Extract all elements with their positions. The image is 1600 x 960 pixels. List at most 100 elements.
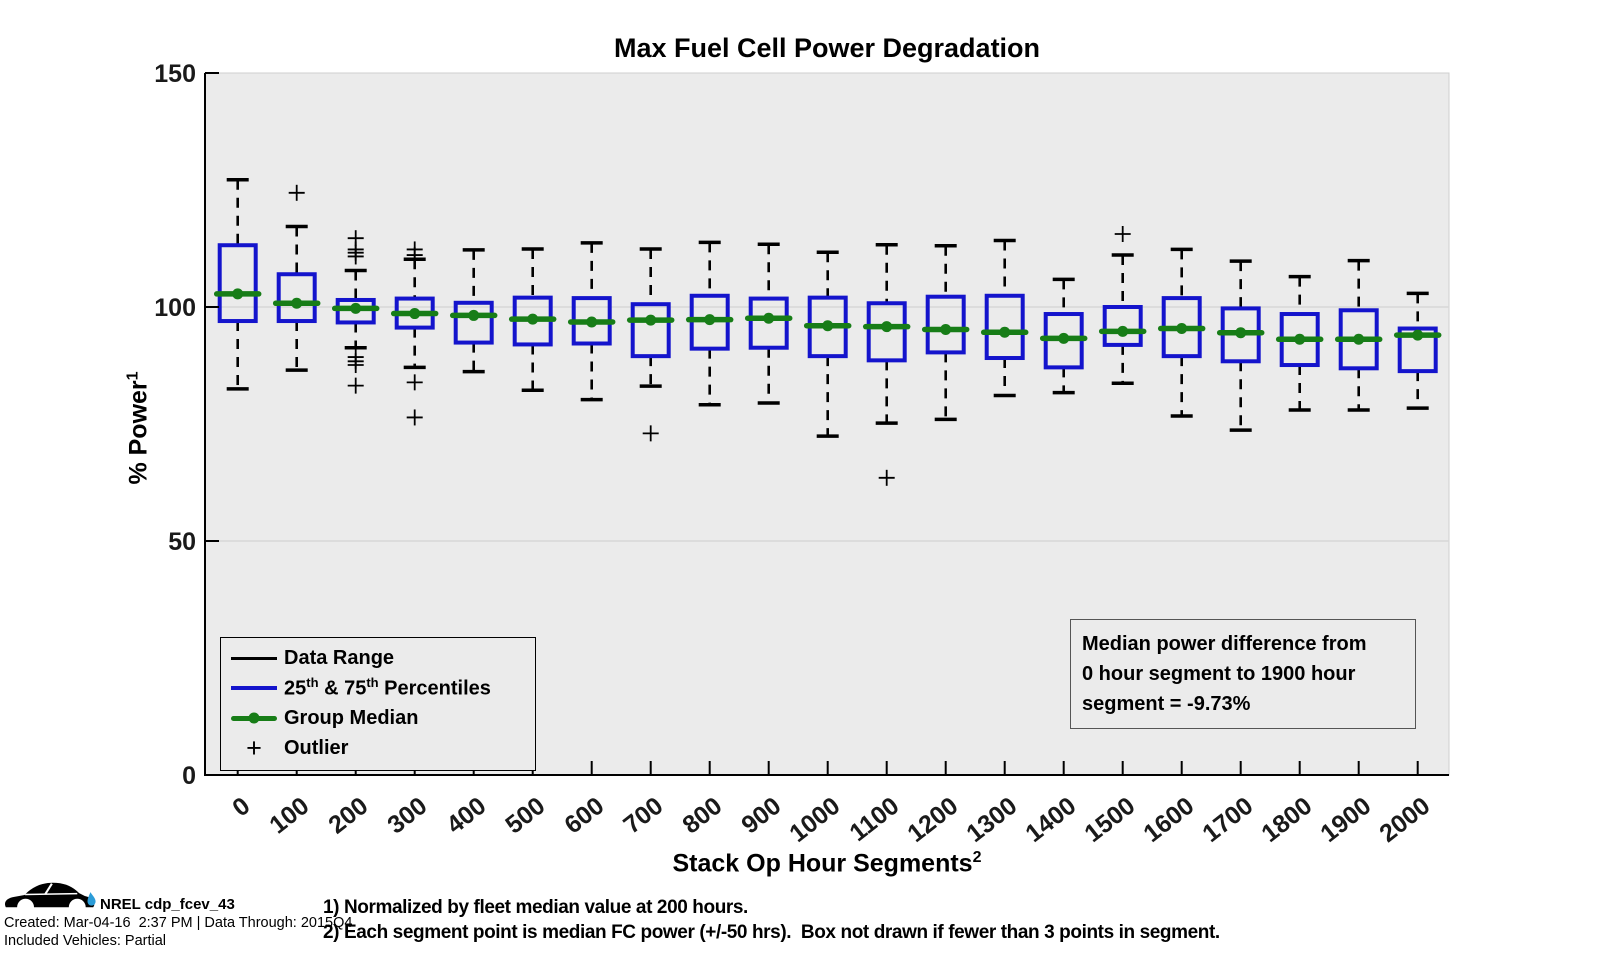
median-dot — [586, 316, 598, 328]
legend-item-outlier: + Outlier — [231, 733, 527, 763]
black-line-icon — [231, 656, 277, 660]
median-dot — [468, 309, 480, 321]
box-group-1200 — [921, 243, 970, 422]
box-group-1600 — [1157, 247, 1206, 418]
x-tick-label-1900: 1900 — [1315, 792, 1376, 848]
annotation-box: Median power difference from 0 hour segm… — [1070, 619, 1416, 729]
x-tick-label-1600: 1600 — [1138, 792, 1199, 848]
iqr-box — [453, 300, 494, 345]
median-dot — [704, 314, 716, 326]
x-tick-label-1100: 1100 — [844, 792, 904, 847]
median-dot — [232, 288, 244, 300]
box-group-1400 — [1039, 277, 1088, 395]
box-group-100 — [272, 184, 321, 372]
iqr-box — [748, 296, 789, 350]
iqr-box — [866, 301, 907, 363]
median-dot — [881, 321, 893, 333]
median-dot — [291, 297, 303, 309]
box-group-300 — [390, 241, 439, 426]
legend-label-group-median: Group Median — [284, 706, 419, 729]
x-tick-label-1200: 1200 — [902, 792, 963, 848]
x-tick-label-300: 300 — [382, 792, 432, 840]
box-group-200 — [331, 230, 380, 394]
box-group-1800 — [1275, 274, 1324, 412]
median-dot — [1058, 332, 1070, 344]
x-axis-label: Stack Op Hour Segments2 — [672, 849, 982, 878]
footnote-2: 2) Each segment point is median FC power… — [323, 922, 1220, 943]
outlier-marker — [878, 469, 895, 486]
box-group-0 — [213, 177, 262, 391]
x-tick-label-1800: 1800 — [1256, 792, 1317, 848]
legend-label-outlier: Outlier — [284, 736, 349, 759]
legend-item-percentiles: 25th & 75th Percentiles — [231, 673, 527, 703]
median-dot — [1353, 333, 1365, 345]
x-tick-label-400: 400 — [441, 792, 491, 840]
iqr-box — [984, 293, 1025, 361]
x-tick-label-2000: 2000 — [1374, 792, 1435, 848]
box-group-1700 — [1216, 259, 1265, 432]
median-dot — [999, 326, 1011, 338]
x-tick-label-1500: 1500 — [1079, 792, 1140, 848]
y-tick-label-0: 0 — [182, 762, 196, 790]
median-dot — [645, 314, 657, 326]
x-tick-label-0: 0 — [227, 792, 255, 823]
outlier-marker — [347, 377, 364, 394]
y-tick-label-50: 50 — [168, 528, 196, 556]
x-tick-label-1700: 1700 — [1197, 792, 1258, 848]
x-tick-label-700: 700 — [618, 792, 668, 840]
iqr-box — [217, 243, 258, 324]
blue-line-icon — [231, 686, 277, 690]
legend-item-data-range: Data Range — [231, 643, 527, 673]
median-dot — [940, 323, 952, 335]
box-group-2000 — [1393, 291, 1442, 410]
median-dot — [1294, 333, 1306, 345]
median-dot — [1117, 325, 1129, 337]
median-dot — [1176, 323, 1188, 335]
box-group-1900 — [1334, 258, 1383, 412]
iqr-box — [276, 272, 317, 324]
x-tick-label-800: 800 — [677, 792, 727, 840]
annotation-line-2: 0 hour segment to 1900 hour — [1082, 663, 1356, 685]
footnote-1: 1) Normalized by fleet median value at 2… — [323, 897, 748, 918]
x-tick-label-100: 100 — [264, 792, 314, 840]
box-group-800 — [685, 240, 734, 407]
x-tick-label-200: 200 — [323, 792, 373, 840]
iqr-box — [335, 297, 376, 325]
y-axis-label: % Power1 — [124, 371, 153, 485]
legend-label-data-range: Data Range — [284, 646, 395, 669]
box-group-600 — [567, 241, 616, 402]
nrel-car-icon — [4, 882, 96, 912]
plus-marker-icon: + — [246, 733, 262, 763]
box-group-1300 — [980, 238, 1029, 398]
outlier-marker — [406, 247, 423, 264]
outlier-marker — [406, 374, 423, 391]
legend: Data Range 25th & 75th Percentiles Group… — [220, 637, 536, 771]
median-dot — [1412, 329, 1424, 341]
x-tick-label-1000: 1000 — [784, 792, 845, 848]
droplet-icon — [87, 892, 96, 906]
data-range-line-swatch — [231, 656, 277, 660]
x-tick-label-900: 900 — [736, 792, 786, 840]
legend-item-group-median: Group Median — [231, 703, 527, 733]
box-group-1500 — [1098, 225, 1147, 386]
median-dot — [822, 320, 834, 332]
median-dot — [763, 312, 775, 324]
outlier-marker — [406, 409, 423, 426]
outlier-marker — [347, 357, 364, 374]
outlier-marker — [1114, 225, 1131, 242]
outlier-marker — [642, 425, 659, 442]
ylabel-superscript: 1 — [124, 371, 142, 381]
legend-label-percentiles: 25th & 75th Percentiles — [284, 675, 491, 700]
iqr-box — [925, 294, 966, 355]
x-tick-label-1300: 1300 — [961, 792, 1022, 848]
outlier-marker — [347, 248, 364, 265]
dataset-label: NREL cdp_fcev_43 — [100, 896, 235, 913]
group-median-line-swatch — [231, 715, 277, 721]
iqr-box — [630, 302, 671, 359]
box-group-1000 — [803, 250, 852, 438]
y-tick-label-100: 100 — [154, 294, 196, 322]
chart-title: Max Fuel Cell Power Degradation — [613, 33, 1041, 63]
xlabel-superscript: 2 — [972, 849, 982, 866]
annotation-line-3: segment = -9.73% — [1082, 693, 1251, 715]
